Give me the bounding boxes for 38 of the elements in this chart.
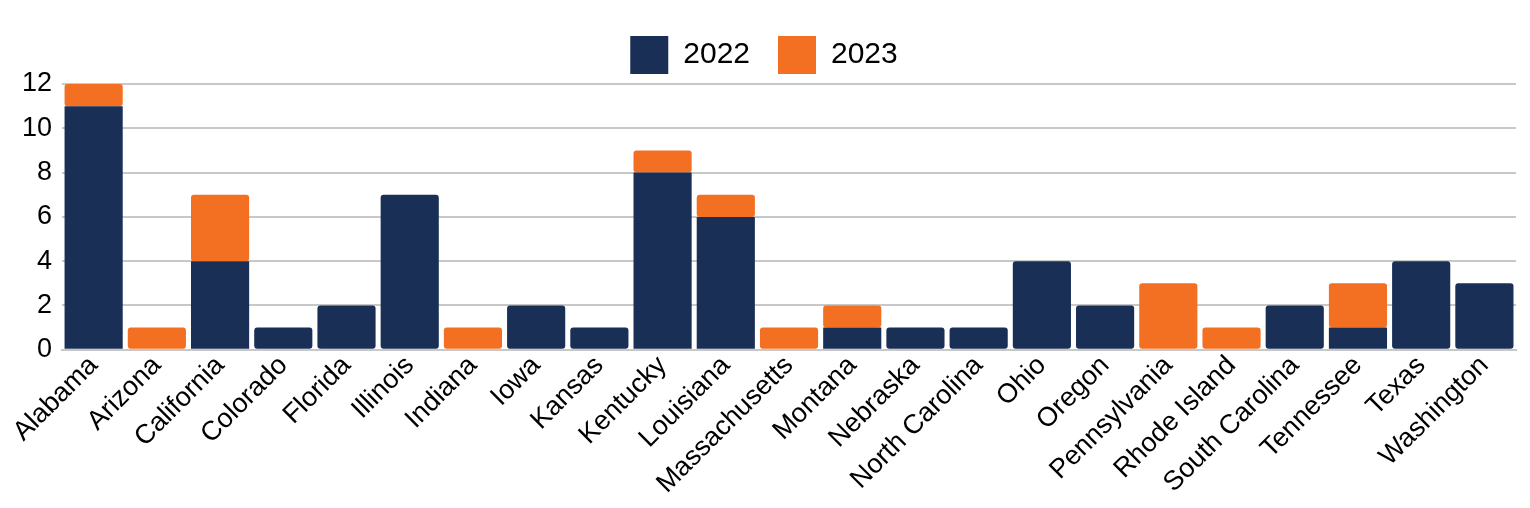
bar (127, 327, 186, 349)
bar (1455, 283, 1514, 349)
y-tick-label: 12 (21, 67, 53, 98)
bar (1328, 327, 1388, 349)
bar (696, 216, 755, 349)
bar (1012, 261, 1071, 349)
legend-label: 2023 (831, 36, 898, 70)
bar (1265, 305, 1324, 349)
bar (1139, 283, 1198, 349)
bar (1076, 305, 1135, 349)
bar (759, 327, 819, 349)
y-tick-label: 0 (37, 333, 53, 364)
legend-label: 2022 (683, 36, 751, 70)
bar (317, 305, 376, 349)
bar (696, 194, 755, 217)
y-tick-label: 6 (37, 200, 53, 231)
bar (823, 305, 882, 328)
y-tick-label: 8 (37, 156, 53, 187)
bar (570, 327, 629, 349)
y-tick-label: 2 (37, 288, 53, 319)
bar (633, 150, 692, 173)
bar (507, 305, 566, 349)
bar (823, 327, 882, 349)
bar (190, 261, 250, 349)
bar (443, 327, 503, 349)
bar (380, 194, 439, 349)
bar (633, 172, 692, 349)
bar (949, 327, 1008, 349)
bar (64, 84, 123, 107)
y-tick-label: 10 (21, 111, 53, 142)
bar (1202, 327, 1261, 349)
bar (190, 194, 250, 262)
bar (64, 106, 123, 349)
bar (1328, 283, 1388, 328)
bar (886, 327, 945, 349)
bar (254, 327, 313, 349)
y-tick-label: 4 (37, 244, 53, 275)
bar (1392, 261, 1451, 349)
